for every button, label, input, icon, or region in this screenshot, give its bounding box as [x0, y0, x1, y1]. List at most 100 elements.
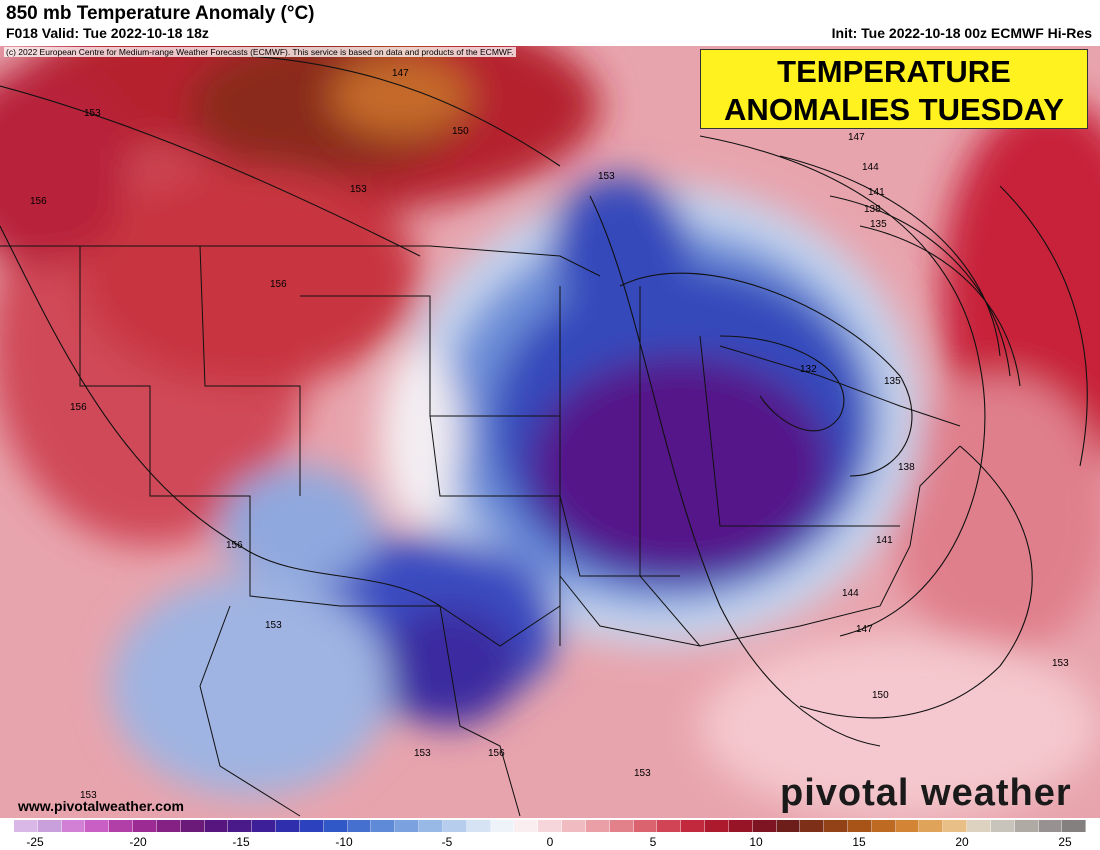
anomaly-fill	[0, 46, 1100, 816]
headline-banner: TEMPERATURE ANOMALIES TUESDAY	[700, 49, 1088, 129]
color-bar-swatch	[705, 820, 729, 832]
contour-label: 138	[898, 462, 915, 473]
map-canvas: 147 150 153 156 153 153 156 156 156 153 …	[0, 46, 1100, 818]
contour-label: 153	[598, 171, 615, 182]
color-bar-tick-label: -5	[441, 835, 453, 849]
color-bar-tick-label: 25	[1058, 835, 1072, 849]
color-bar-tick-label: 20	[955, 835, 969, 849]
contour-label: 156	[270, 279, 287, 290]
contour-label: 141	[876, 535, 893, 546]
color-bar-swatch	[681, 820, 706, 832]
color-bar-swatch	[156, 820, 181, 832]
contour-label: 156	[30, 196, 47, 207]
color-bar-swatch	[824, 820, 848, 832]
color-bar-tick-label: -20	[129, 835, 147, 849]
political-boundaries	[0, 245, 961, 817]
color-bar-swatch	[1038, 820, 1063, 832]
color-bar-swatch	[347, 820, 372, 832]
contour-label: 153	[634, 768, 651, 779]
color-bar-swatch	[395, 820, 420, 832]
color-bar-swatch	[633, 820, 658, 832]
contour-label: 135	[884, 376, 901, 387]
contour-label: 147	[848, 132, 865, 143]
contour-label: 144	[862, 162, 879, 173]
color-bar-swatch	[871, 820, 896, 832]
color-bar-swatch	[276, 820, 300, 832]
color-bar-swatch	[490, 820, 515, 832]
color-bar-swatch	[1062, 820, 1087, 832]
contour-label: 144	[842, 588, 859, 599]
color-bar-swatch	[466, 820, 491, 832]
contour-label: 153	[1052, 658, 1069, 669]
color-bar-swatch	[776, 820, 801, 832]
contour-label: 147	[392, 68, 409, 79]
color-bar-swatch	[442, 820, 467, 832]
color-bar-swatch	[609, 820, 634, 832]
color-bar-swatch	[371, 820, 396, 832]
header-bar: 850 mb Temperature Anomaly (°C) F018 Val…	[0, 0, 1100, 46]
color-bar-swatch	[990, 820, 1015, 832]
valid-time: F018 Valid: Tue 2022-10-18 18z	[6, 25, 209, 41]
color-bar-swatch	[847, 820, 872, 832]
color-bar-swatch	[895, 820, 920, 832]
contour-label: 150	[452, 126, 469, 137]
brand-logo: pivotal weather	[780, 772, 1072, 814]
color-bar-swatch	[800, 820, 825, 832]
anomaly-map: 147 150 153 156 153 153 156 156 156 153 …	[0, 46, 1100, 818]
color-bar-swatch	[943, 820, 968, 832]
contour-label: 153	[350, 184, 367, 195]
color-bar-swatch	[967, 820, 991, 832]
color-bar-swatch	[562, 820, 586, 832]
color-bar-swatch	[37, 820, 62, 832]
color-bar-tick-label: 5	[649, 835, 657, 849]
color-bar-tick-label: -25	[26, 835, 44, 849]
website-link[interactable]: www.pivotalweather.com	[18, 798, 184, 814]
color-bar-swatch	[1014, 820, 1039, 832]
color-bar-swatch	[323, 820, 348, 832]
contour-label: 156	[70, 402, 87, 413]
init-time: Init: Tue 2022-10-18 00z ECMWF Hi-Res	[831, 25, 1092, 41]
color-bar-swatch	[657, 820, 682, 832]
contour-label: 141	[868, 187, 885, 198]
color-bar-swatch	[204, 820, 229, 832]
color-scale: -25 -20 -15 -10 -5 0 5 10 15 20 25	[0, 818, 1100, 850]
color-bar-swatch	[14, 820, 38, 832]
map-title: 850 mb Temperature Anomaly (°C)	[6, 3, 315, 24]
contour-label: 153	[84, 108, 101, 119]
contour-label: 138	[864, 204, 881, 215]
color-bar-swatch	[85, 820, 110, 832]
contour-label: 156	[488, 748, 505, 759]
color-bar-tick-label: 0	[546, 835, 554, 849]
contour-label: 153	[414, 748, 431, 759]
color-bar	[14, 820, 1087, 832]
color-bar-swatch	[752, 820, 777, 832]
height-contours	[0, 55, 1088, 747]
color-bar-swatch	[299, 820, 324, 832]
contour-label: 150	[872, 690, 889, 701]
contour-label: 132	[800, 364, 817, 375]
color-bar-swatch	[728, 820, 753, 832]
color-bar-swatch	[133, 820, 157, 832]
contour-label: 135	[870, 219, 887, 230]
banner-line-1: TEMPERATURE	[777, 54, 1011, 89]
color-bar-swatch	[180, 820, 205, 832]
banner-line-2: ANOMALIES TUESDAY	[724, 92, 1064, 127]
color-bar-swatch	[514, 820, 539, 832]
copyright-notice: (c) 2022 European Centre for Medium-rang…	[4, 47, 516, 57]
contour-labels: 147 150 153 156 153 153 156 156 156 153 …	[30, 68, 1069, 801]
color-bar-swatch	[585, 820, 610, 832]
color-bar-tick-label: 15	[852, 835, 866, 849]
color-bar-swatch	[419, 820, 443, 832]
color-bar-tick-label: -15	[232, 835, 250, 849]
contour-label: 156	[226, 540, 243, 551]
color-bar-ticks: -25 -20 -15 -10 -5 0 5 10 15 20 25	[0, 818, 1100, 850]
color-bar-swatch	[61, 820, 86, 832]
color-bar-swatch	[252, 820, 277, 832]
contour-label: 153	[265, 620, 282, 631]
color-bar-swatch	[919, 820, 944, 832]
color-bar-swatch	[109, 820, 134, 832]
color-bar-swatch	[228, 820, 253, 832]
contour-label: 153	[80, 790, 97, 801]
contour-label: 147	[856, 624, 873, 635]
color-bar-tick-label: 10	[749, 835, 763, 849]
